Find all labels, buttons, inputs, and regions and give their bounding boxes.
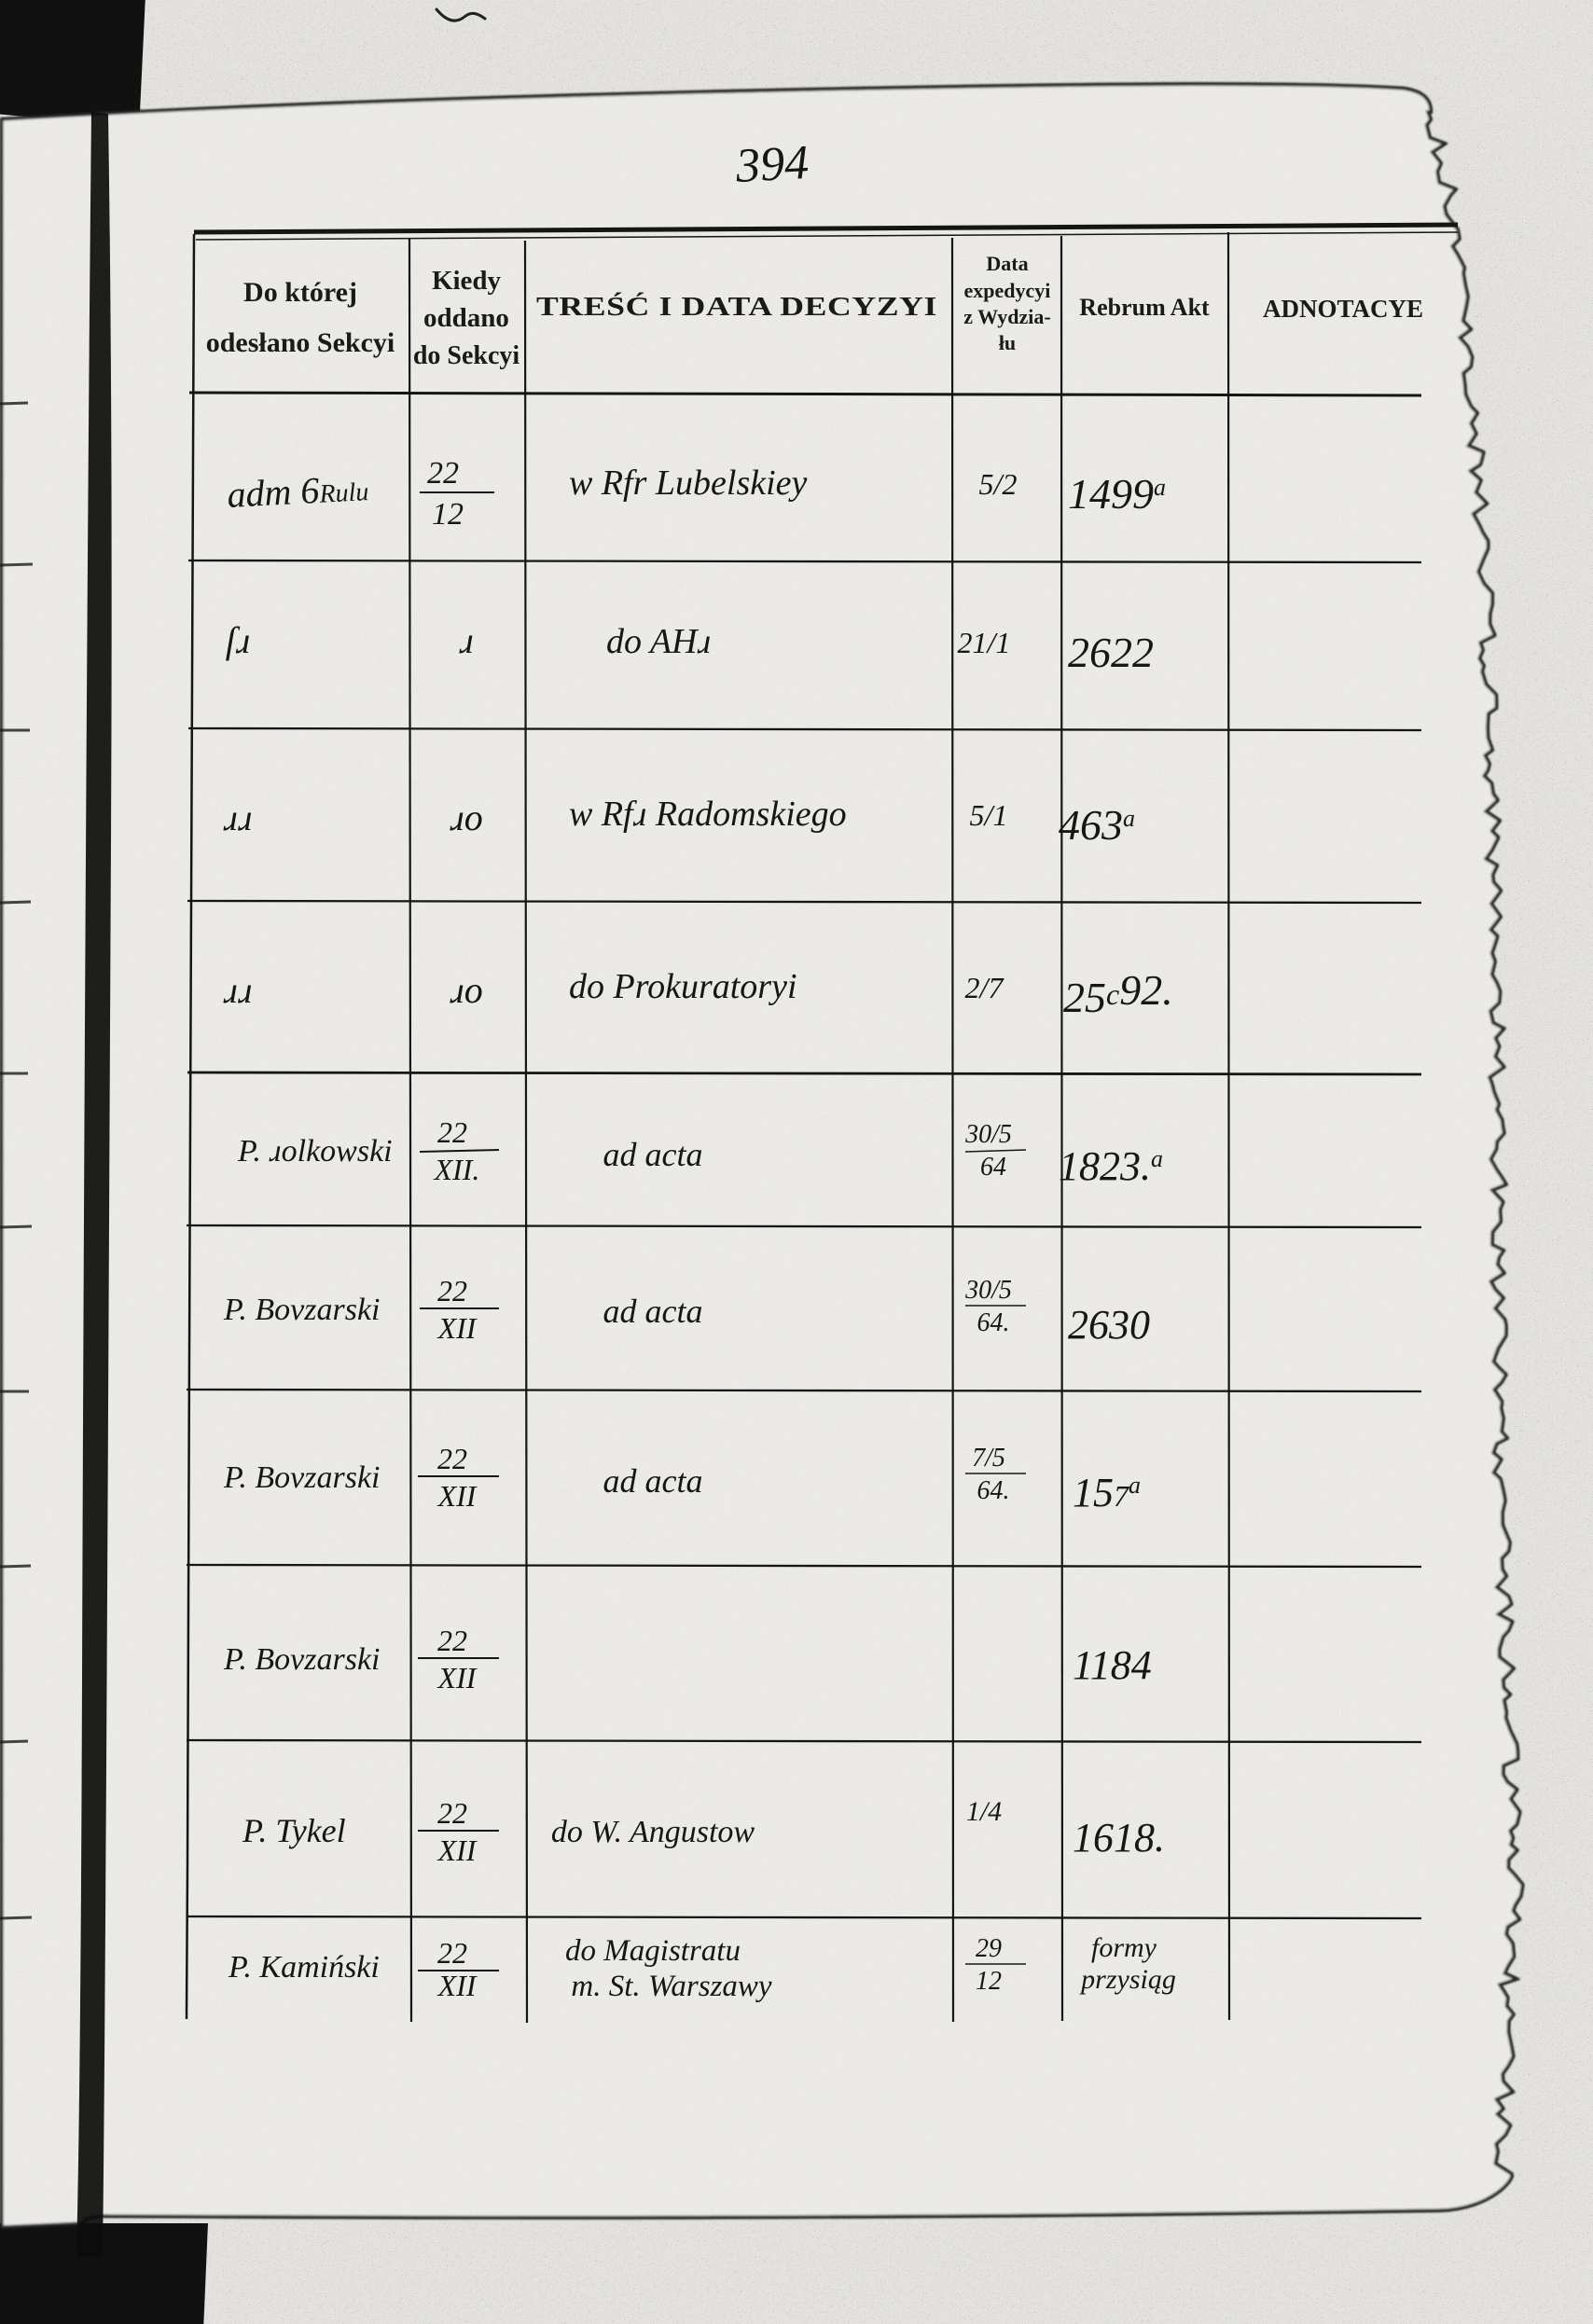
- svg-text:Rebrum Akt: Rebrum Akt: [1079, 294, 1210, 321]
- svg-text:12: 12: [976, 1967, 1002, 1996]
- svg-text:w Rfr Lubelskiey: w Rfr Lubelskiey: [569, 463, 808, 503]
- svg-text:64: 64: [980, 1153, 1006, 1182]
- svg-text:XII: XII: [436, 1661, 478, 1695]
- svg-text:ɹɹ: ɹɹ: [223, 969, 252, 1011]
- svg-text:TREŚĆ I DATA DECYZYI: TREŚĆ I DATA DECYZYI: [536, 291, 937, 322]
- svg-text:1499a: 1499a: [1068, 470, 1166, 518]
- svg-text:XII: XII: [436, 1833, 478, 1867]
- svg-text:w Rfɹ Radomskiego: w Rfɹ Radomskiego: [569, 795, 847, 834]
- svg-text:P. Bovzarski: P. Bovzarski: [223, 1642, 380, 1677]
- svg-text:odesłano Sekcyi: odesłano Sekcyi: [206, 327, 395, 358]
- svg-text:7/5: 7/5: [972, 1444, 1005, 1473]
- svg-text:P. Tykel: P. Tykel: [242, 1812, 346, 1849]
- svg-text:ad acta: ad acta: [603, 1293, 703, 1330]
- svg-text:22: 22: [427, 456, 459, 491]
- svg-text:oddano: oddano: [423, 303, 509, 333]
- svg-text:m. St. Warszawy: m. St. Warszawy: [571, 1970, 771, 2003]
- svg-text:XII: XII: [436, 1311, 478, 1345]
- svg-text:do W. Angustow: do W. Angustow: [551, 1815, 755, 1849]
- svg-text:ad acta: ad acta: [603, 1462, 703, 1500]
- svg-text:Do której: Do której: [243, 277, 357, 308]
- svg-text:do AHɹ: do AHɹ: [606, 622, 711, 661]
- svg-text:29: 29: [976, 1934, 1002, 1963]
- svg-text:łu: łu: [999, 331, 1016, 354]
- svg-text:394: 394: [734, 136, 810, 193]
- svg-text:64.: 64.: [977, 1476, 1010, 1505]
- svg-text:2630: 2630: [1068, 1302, 1150, 1348]
- svg-text:XII: XII: [436, 1479, 478, 1513]
- svg-text:22: 22: [437, 1274, 467, 1307]
- svg-text:5/2: 5/2: [979, 467, 1018, 501]
- svg-text:1184: 1184: [1073, 1642, 1152, 1688]
- svg-text:ad acta: ad acta: [603, 1136, 703, 1173]
- svg-text:P. ɹolkowski: P. ɹolkowski: [237, 1134, 393, 1169]
- svg-text:64.: 64.: [977, 1308, 1010, 1337]
- svg-text:XII: XII: [436, 1969, 478, 2002]
- svg-text:z Wydzia-: z Wydzia-: [963, 305, 1051, 328]
- svg-text:1/4: 1/4: [966, 1796, 1002, 1827]
- svg-text:22: 22: [437, 1115, 467, 1149]
- svg-text:12: 12: [432, 497, 464, 532]
- svg-text:30/5: 30/5: [964, 1120, 1012, 1149]
- svg-text:do Sekcyi: do Sekcyi: [413, 341, 520, 370]
- svg-text:22: 22: [437, 1796, 467, 1830]
- svg-text:formy: formy: [1091, 1932, 1157, 1963]
- svg-text:Data: Data: [986, 252, 1028, 275]
- svg-text:ſɹ: ſɹ: [226, 619, 251, 661]
- svg-text:1823.a: 1823.a: [1059, 1143, 1163, 1189]
- svg-text:przysiąg: przysiąg: [1079, 1964, 1176, 1995]
- svg-text:ɹο: ɹο: [450, 796, 483, 838]
- svg-text:ɹɹ: ɹɹ: [223, 796, 252, 838]
- svg-text:1618.: 1618.: [1073, 1815, 1165, 1861]
- svg-text:2622: 2622: [1068, 629, 1154, 676]
- svg-text:do Magistratu: do Magistratu: [565, 1934, 741, 1968]
- svg-text:expedycyi: expedycyi: [964, 279, 1051, 302]
- svg-text:22: 22: [437, 1442, 467, 1475]
- svg-text:ɹ: ɹ: [459, 619, 474, 661]
- svg-text:22: 22: [437, 1624, 467, 1657]
- svg-text:2/7: 2/7: [965, 971, 1005, 1004]
- svg-text:P. Bovzarski: P. Bovzarski: [223, 1460, 380, 1495]
- svg-text:ɹο: ɹο: [450, 969, 483, 1011]
- svg-text:P. Kamiński: P. Kamiński: [228, 1950, 380, 1985]
- svg-text:5/1: 5/1: [970, 798, 1008, 832]
- svg-text:21/1: 21/1: [958, 626, 1011, 659]
- svg-text:XII.: XII.: [433, 1153, 480, 1186]
- svg-text:22: 22: [437, 1936, 467, 1970]
- svg-text:ADNOTACYE: ADNOTACYE: [1263, 295, 1423, 323]
- svg-text:Kiedy: Kiedy: [432, 266, 502, 296]
- svg-text:do Prokuratoryi: do Prokuratoryi: [569, 967, 797, 1006]
- svg-text:P. Bovzarski: P. Bovzarski: [223, 1293, 380, 1327]
- svg-text:30/5: 30/5: [964, 1276, 1012, 1305]
